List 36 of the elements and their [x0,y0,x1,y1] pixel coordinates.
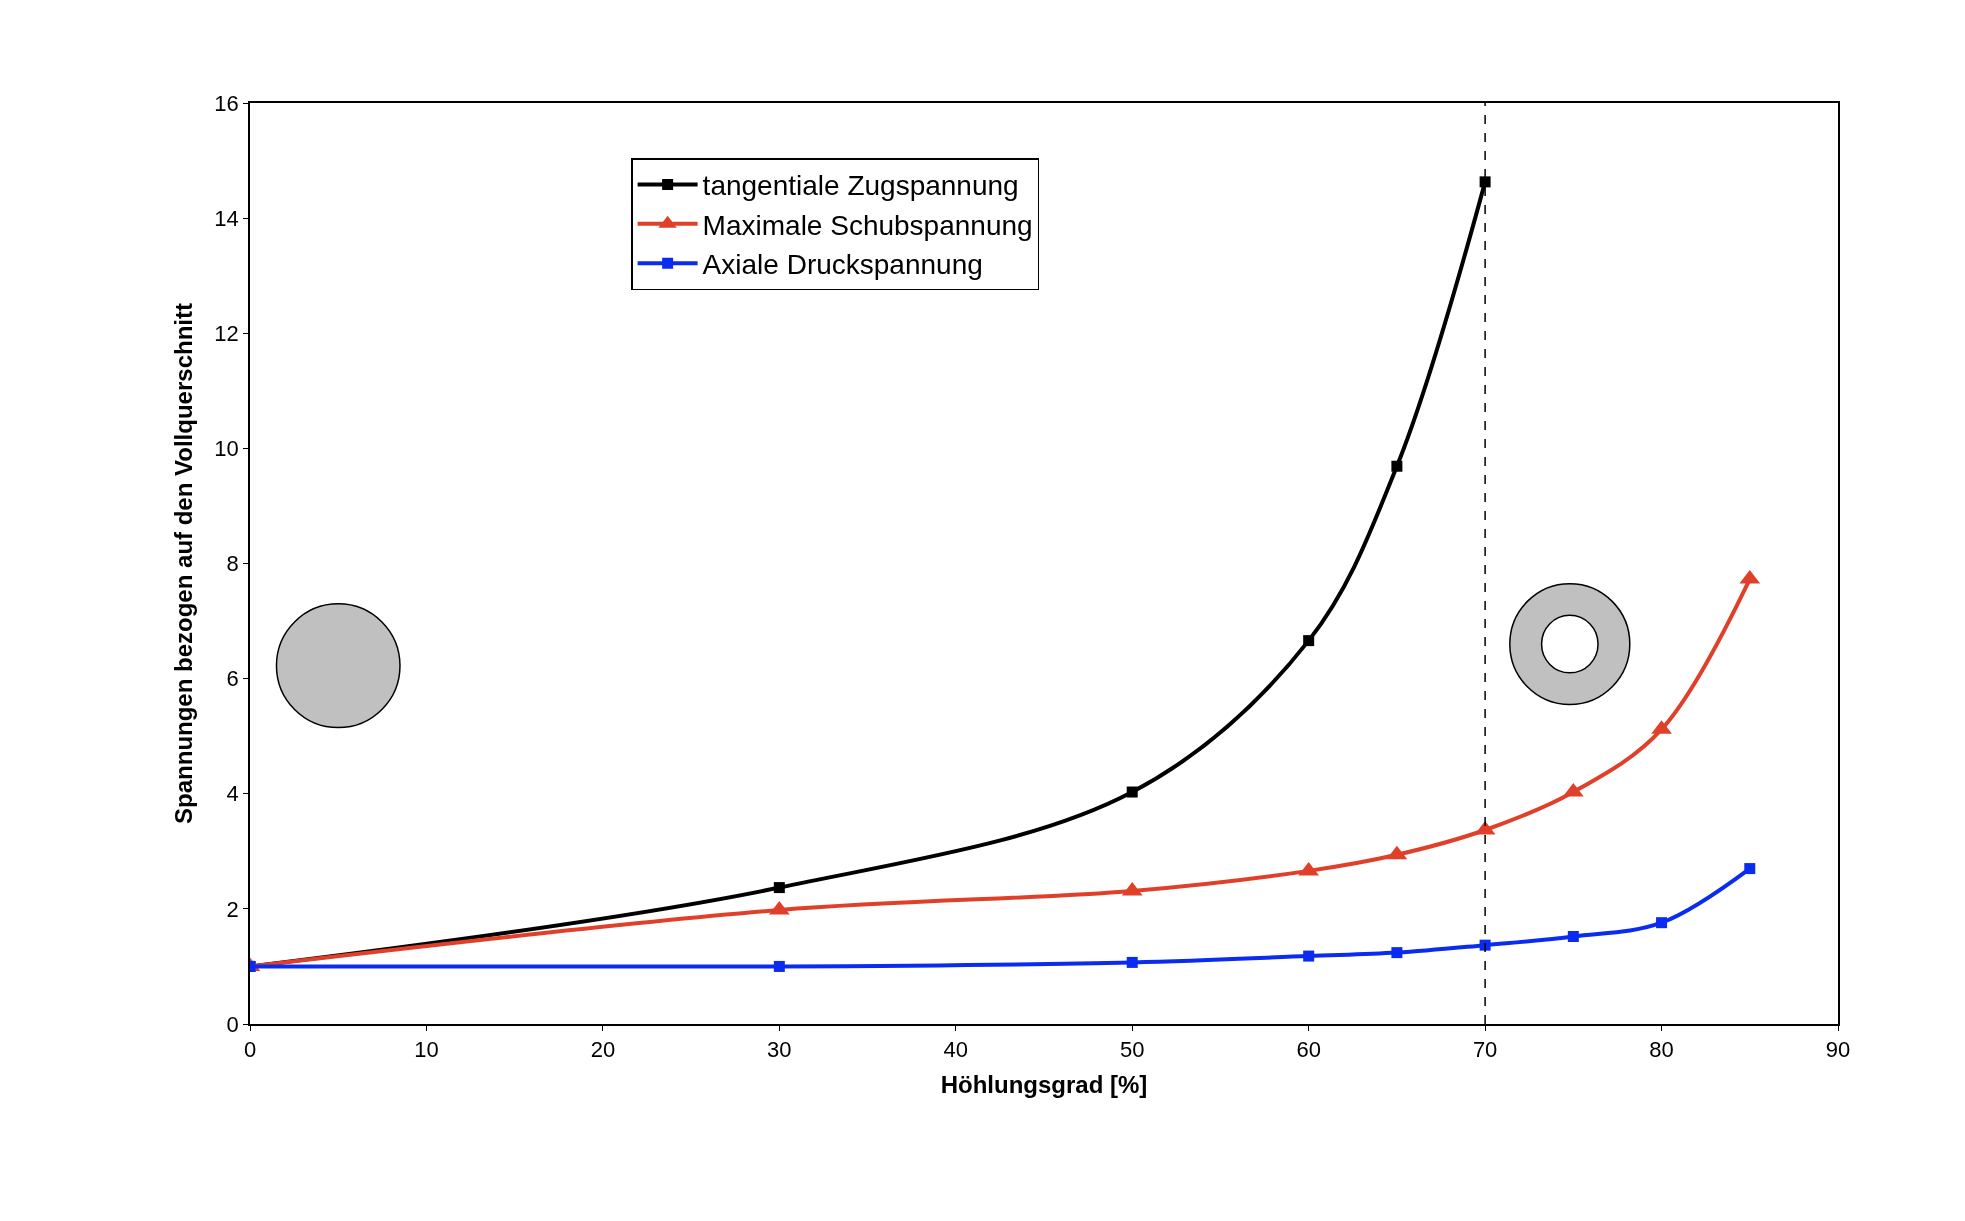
y-tick-label: 8 [226,551,239,577]
point [1303,950,1315,962]
x-tick-label: 40 [943,1037,969,1063]
point [1303,635,1315,647]
y-tick-label: 0 [226,1011,239,1037]
point [1656,917,1668,929]
x-tick-label: 70 [1472,1037,1498,1063]
y-tick-label: 14 [214,205,239,231]
x-tick-label: 60 [1296,1037,1321,1063]
x-tick-label: 0 [243,1037,257,1063]
point [1391,460,1403,472]
x-tick-label: 80 [1649,1037,1674,1063]
x-tick-label: 30 [767,1037,792,1063]
point [1744,863,1756,875]
y-axis-title: Spannungen bezogen auf den Vollquerschnitt [169,303,197,824]
point [1391,947,1403,959]
point [773,882,785,894]
point [1479,176,1491,188]
y-tick-label: 10 [214,436,239,462]
point [1126,956,1138,968]
point [773,960,785,972]
point [1126,786,1138,798]
x-axis-title: Höhlungsgrad [%] [940,1070,1148,1098]
y-tick-label: 4 [226,781,239,807]
y-tick-label: 16 [214,90,239,116]
y-tick-label: 6 [226,666,239,692]
x-tick-label: 10 [414,1037,439,1063]
legend-label: tangentiale Zugspannung [702,170,1019,202]
y-tick-label: 2 [226,896,239,922]
legend-label: Maximale Schubspannung [702,209,1033,241]
x-tick-label: 50 [1119,1037,1145,1063]
y-tick-label: 12 [214,320,239,346]
x-tick-label: 90 [1825,1037,1851,1063]
point [1567,931,1579,943]
legend-label: Axiale Druckspannung [702,249,983,281]
x-tick-label: 20 [590,1037,616,1063]
